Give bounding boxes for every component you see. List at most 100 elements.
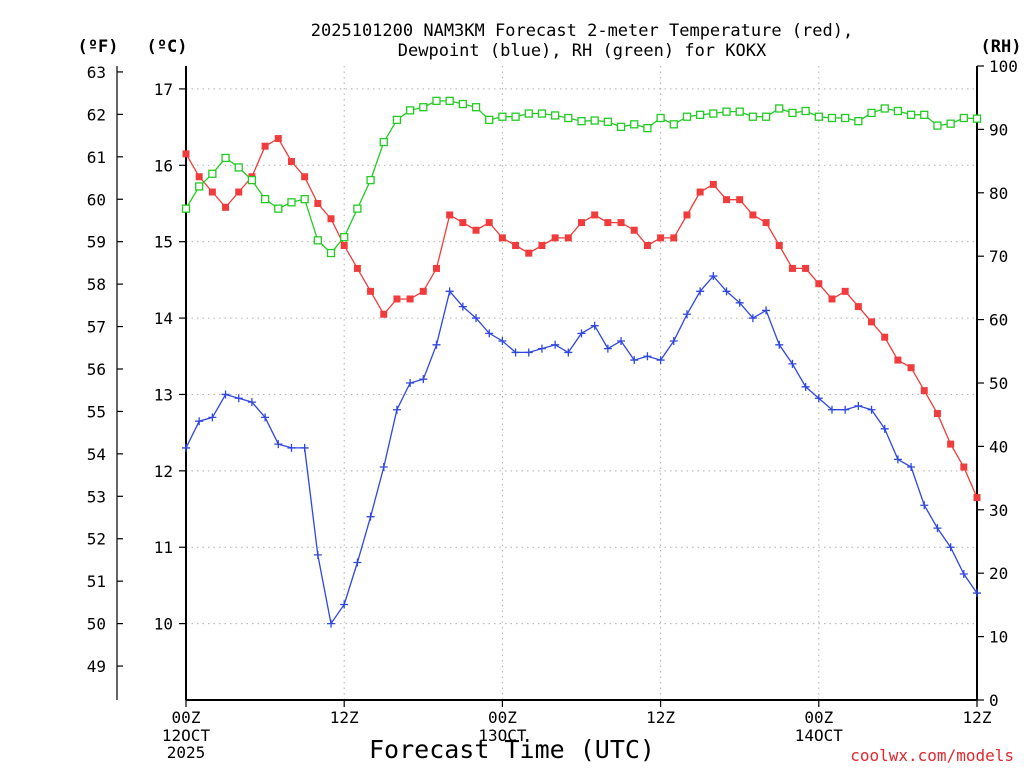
rh-point: [616, 122, 626, 132]
celsius-tick-label: 16: [154, 156, 173, 175]
temperature-point: [947, 440, 955, 448]
dewpoint-point: [696, 287, 705, 296]
dewpoint-point: [841, 405, 850, 414]
dewpoint-point: [485, 329, 494, 338]
dewpoint-point: [643, 352, 652, 361]
x-tick-label: 00Z: [172, 708, 201, 727]
temperature-point: [538, 242, 546, 250]
rh-point: [392, 115, 402, 125]
dewpoint-point: [682, 310, 691, 319]
rh-tick-label: 0: [989, 691, 999, 710]
x-tick-label: 00Z: [488, 708, 517, 727]
rh-point: [827, 113, 837, 123]
temperature-point: [933, 410, 941, 418]
temperature-point: [208, 188, 216, 196]
rh-point: [972, 114, 982, 123]
fahrenheit-tick-label: 59: [87, 233, 106, 252]
rh-point: [643, 123, 652, 133]
dewpoint-point: [340, 600, 349, 609]
fahrenheit-tick-label: 50: [87, 615, 106, 634]
rh-point: [775, 104, 784, 113]
rh-point: [208, 169, 217, 178]
temperature-point: [604, 219, 612, 227]
temperature-point: [472, 226, 480, 234]
dewpoint-point: [709, 272, 718, 281]
rh-point: [577, 117, 586, 126]
temperature-point: [762, 219, 770, 227]
temperature-point: [736, 196, 744, 204]
temperature-point: [894, 356, 902, 364]
dewpoint-point: [867, 405, 876, 414]
rh-tick-label: 40: [989, 437, 1008, 456]
celsius-tick-label: 10: [154, 615, 173, 634]
dewpoint-point: [788, 359, 797, 368]
dewpoint-point: [432, 340, 441, 349]
celsius-tick-label: 17: [154, 80, 173, 99]
temperature-point: [340, 242, 348, 250]
dewpoint-point: [379, 463, 388, 472]
rh-point: [669, 120, 678, 129]
dewpoint-point: [854, 401, 863, 410]
temperature-point: [274, 135, 282, 143]
dewpoint-point: [577, 329, 586, 338]
rh-tick-label: 100: [989, 57, 1018, 76]
rh-point: [867, 108, 876, 118]
x-tick-sublabel: 2025: [167, 743, 206, 762]
dewpoint-point: [392, 405, 401, 414]
rh-point: [709, 109, 718, 118]
temperature-point: [960, 463, 968, 471]
rh-point: [814, 112, 823, 121]
celsius-unit-label: (ºC): [147, 37, 188, 57]
plot-frame: [116, 66, 978, 701]
rh-point: [590, 116, 599, 125]
fahrenheit-tick-label: 49: [87, 657, 106, 676]
temperature-point: [749, 211, 757, 219]
rh-point: [801, 106, 810, 116]
rh-point: [287, 198, 296, 207]
rh-point: [656, 113, 665, 123]
dewpoint-point: [300, 443, 309, 452]
dewpoint-point: [247, 398, 256, 407]
rh-point: [906, 110, 916, 119]
fahrenheit-tick-label: 52: [87, 530, 106, 549]
temperature-point: [630, 226, 638, 234]
dewpoint-point: [973, 589, 981, 598]
temperature-point: [802, 264, 810, 272]
rh-point: [313, 236, 322, 245]
temperature-point: [973, 494, 981, 502]
x-tick-label: 12Z: [963, 708, 992, 727]
dewpoint-point: [617, 336, 626, 345]
rh-point: [946, 119, 955, 128]
x-tick-sublabel: 14OCT: [795, 726, 844, 745]
dewpoint-point: [524, 348, 533, 357]
dewpoint-point: [735, 298, 744, 307]
dewpoint-point: [366, 512, 375, 521]
gridlines: [186, 66, 977, 700]
rh-tick-label: 80: [989, 184, 1008, 203]
celsius-tick-label: 14: [154, 309, 173, 328]
temperature-point: [195, 173, 203, 181]
rh-point: [432, 96, 441, 106]
fahrenheit-tick-label: 55: [87, 402, 106, 421]
rh-point: [893, 106, 903, 116]
rh-point: [880, 104, 889, 113]
celsius-tick-label: 12: [154, 462, 173, 481]
dewpoint-point: [208, 413, 217, 422]
temperature-point: [327, 215, 335, 223]
dewpoint-point: [669, 336, 678, 345]
x-axis-label: Forecast Time (UTC): [369, 735, 655, 764]
temperature-point: [353, 264, 361, 272]
dewpoint-point: [419, 375, 428, 384]
rh-point: [682, 112, 692, 121]
temperature-point: [841, 287, 849, 295]
dewpoint-point: [406, 379, 415, 387]
rh-point: [933, 121, 942, 130]
dewpoint-point: [511, 348, 520, 357]
rh-point: [195, 182, 204, 191]
temperature-point: [815, 280, 823, 288]
temperature-point: [419, 287, 427, 295]
temperature-point: [775, 242, 783, 250]
temperature-point: [459, 219, 467, 227]
dewpoint-point: [498, 336, 507, 345]
